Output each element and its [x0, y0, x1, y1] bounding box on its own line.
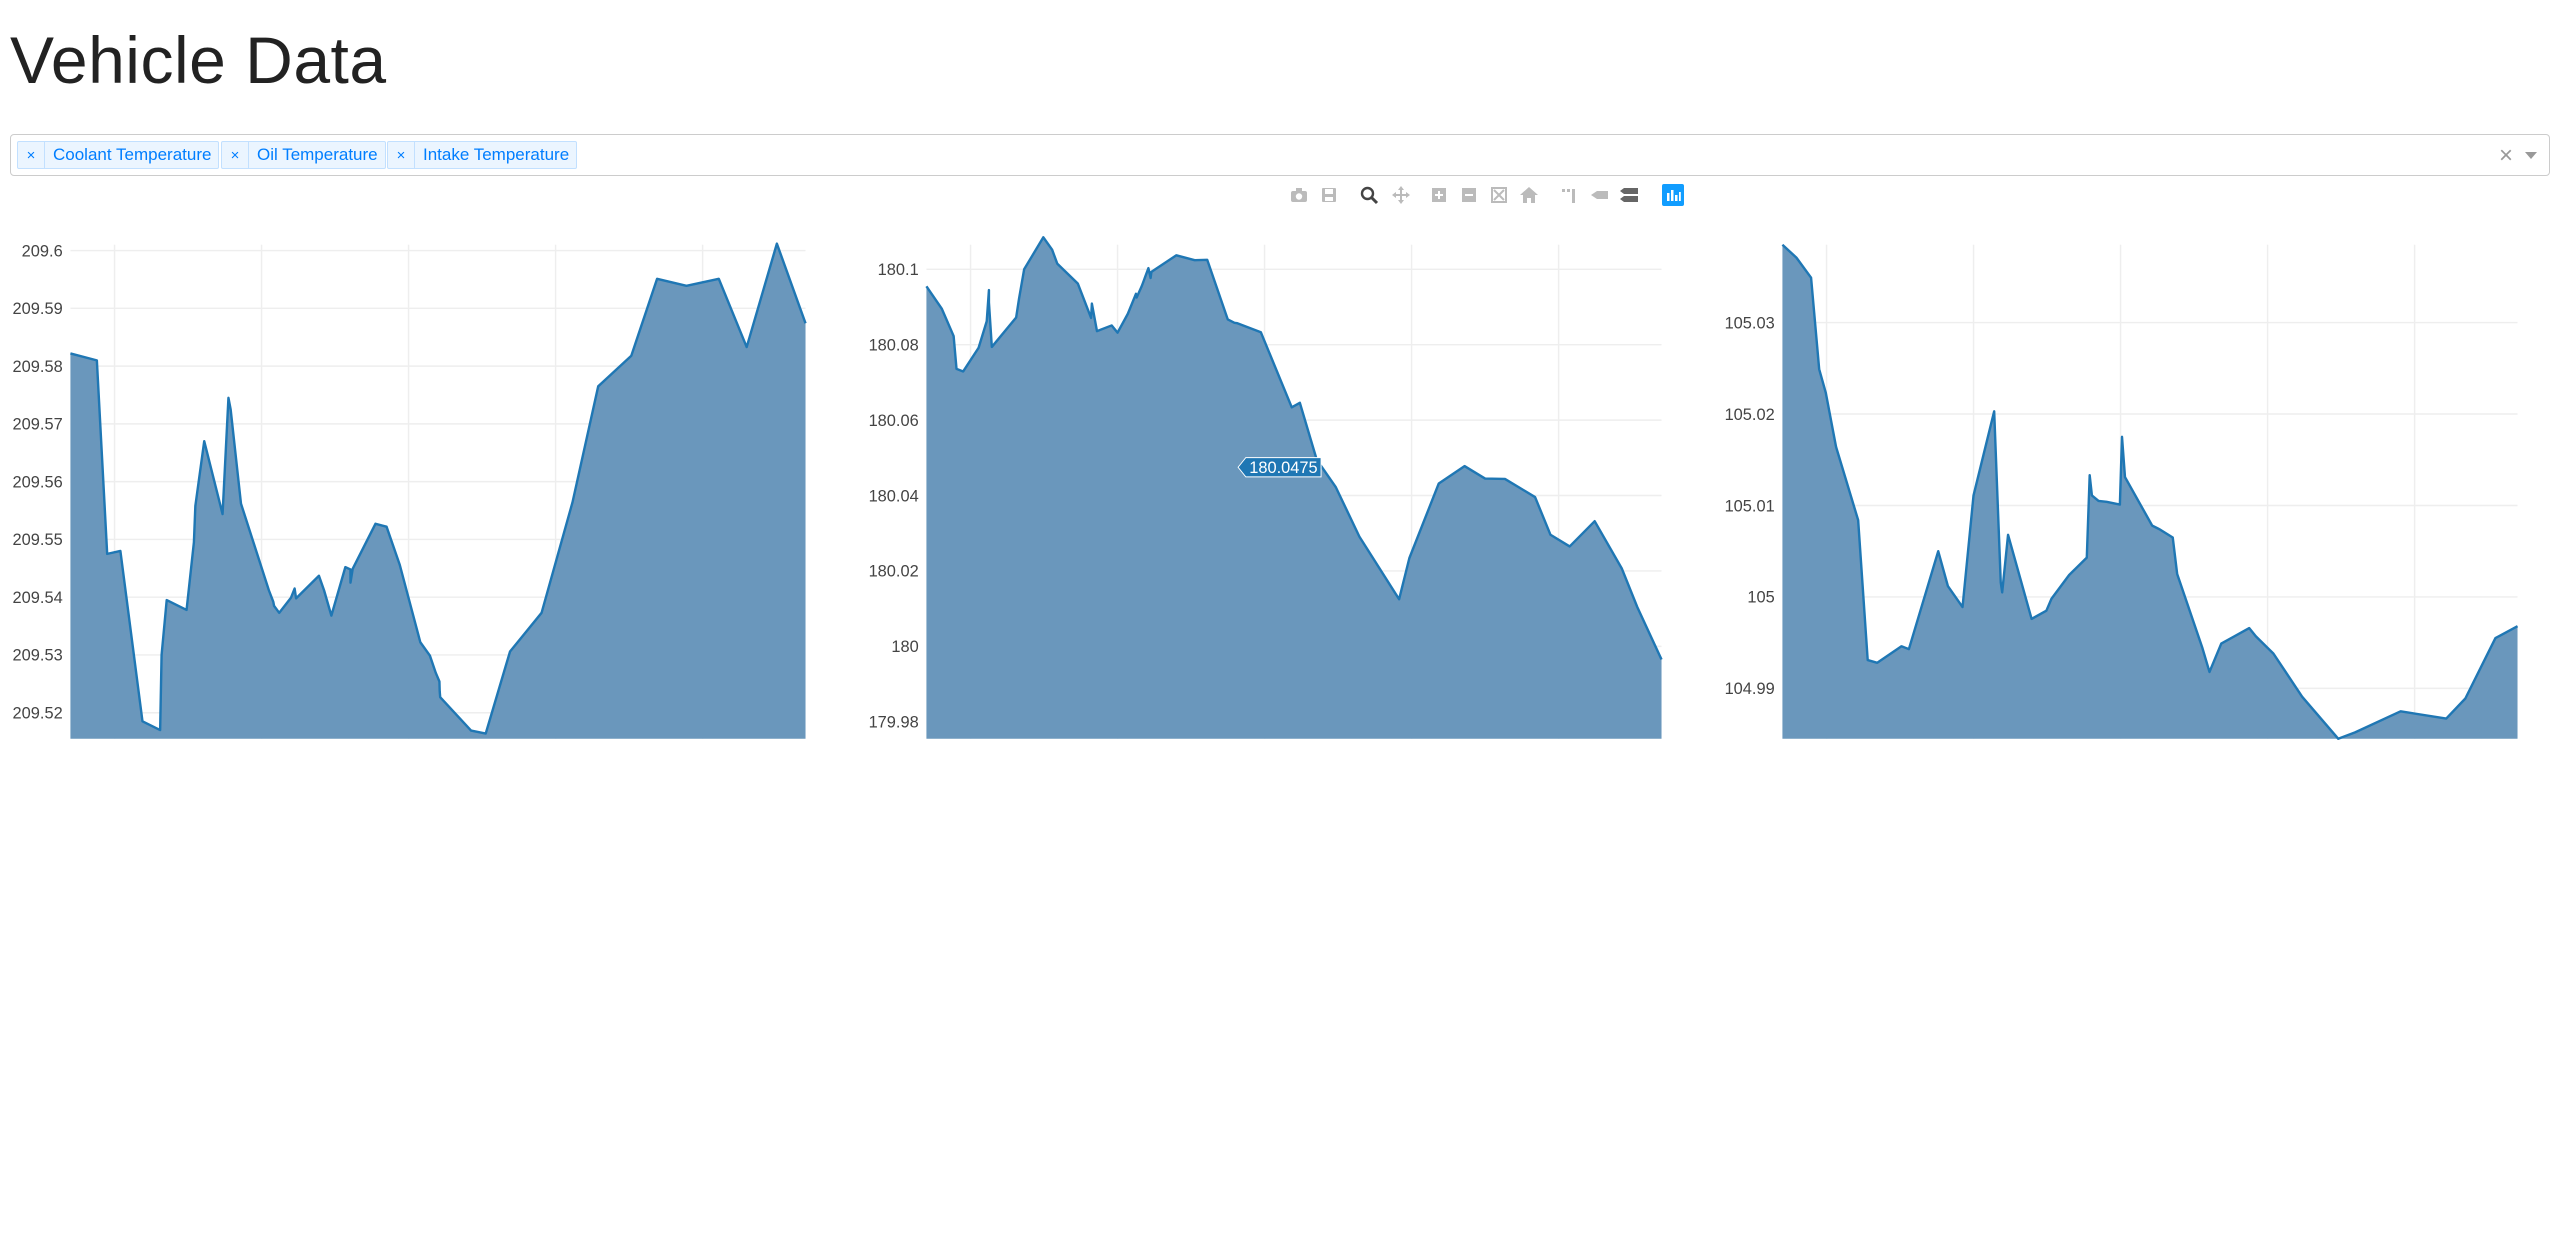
spike-lines-icon[interactable] — [1556, 182, 1582, 208]
y-tick-label: 105.03 — [1725, 314, 1775, 332]
y-tick-label: 180.06 — [869, 412, 919, 430]
y-tick-label: 209.56 — [13, 473, 63, 491]
remove-tag-coolant-button[interactable]: × — [18, 142, 45, 168]
selected-tag-coolant: × Coolant Temperature — [17, 141, 220, 169]
home-icon[interactable] — [1516, 182, 1542, 208]
y-tick-label: 180.04 — [869, 487, 919, 505]
series-line — [1781, 243, 2519, 740]
pan-icon[interactable] — [1388, 182, 1414, 208]
zoom-icon[interactable] — [1356, 182, 1382, 208]
camera-icon[interactable] — [1286, 182, 1312, 208]
hover-closest-icon[interactable] — [1586, 182, 1612, 208]
remove-tag-intake-button[interactable]: × — [388, 142, 415, 168]
remove-tag-oil-button[interactable]: × — [222, 142, 249, 168]
y-tick-label: 209.58 — [13, 358, 63, 376]
selected-tag-intake: × Intake Temperature — [387, 141, 578, 169]
plotly-logo-icon[interactable] — [1660, 182, 1686, 208]
intake-temperature-chart[interactable]: 104.99 105 105.01 105.02 105.03 — [1712, 210, 2532, 760]
oil-temperature-chart[interactable]: 179.98 180 180.02 180.04 180.06 180.08 180.1 18… — [856, 210, 1676, 760]
tag-label: Intake Temperature — [423, 145, 570, 164]
series-line — [925, 236, 1663, 661]
y-tick-label: 209.54 — [13, 589, 63, 607]
hover-tooltip: 180.0475 — [1237, 457, 1322, 478]
coolant-temperature-chart[interactable]: 209.52 209.53 209.54 209.55 209.56 209.57 209.… — [0, 210, 820, 760]
y-tick-label: 209.55 — [13, 531, 63, 549]
clear-all-icon[interactable]: × — [2498, 142, 2513, 169]
oil-temperature-plot[interactable]: 179.98 180 180.02 180.04 180.06 180.08 180.1 18… — [856, 210, 1676, 760]
y-tick-label: 180 — [891, 638, 918, 656]
page-title: Vehicle Data — [10, 23, 387, 97]
zoom-out-icon[interactable] — [1456, 182, 1482, 208]
sensor-multiselect[interactable]: × Coolant Temperature × Oil Temperature … — [10, 134, 2550, 176]
y-tick-label: 209.52 — [13, 705, 63, 723]
area-fill — [926, 237, 1662, 739]
area-fill — [70, 243, 806, 739]
hover-value: 180.0475 — [1249, 459, 1317, 477]
y-tick-label: 180.02 — [869, 563, 919, 581]
dropdown-arrow-icon[interactable] — [2525, 152, 2537, 159]
y-tick-label: 179.98 — [869, 714, 919, 732]
y-tick-label: 105.01 — [1725, 497, 1775, 515]
tag-label: Coolant Temperature — [53, 145, 212, 164]
y-tick-label: 180.08 — [869, 336, 919, 354]
autoscale-icon[interactable] — [1486, 182, 1512, 208]
y-tick-label: 105.02 — [1725, 406, 1775, 424]
save-icon[interactable] — [1316, 182, 1342, 208]
y-tick-label: 104.99 — [1725, 680, 1775, 698]
y-tick-label: 209.59 — [13, 300, 63, 318]
y-tick-label: 105 — [1747, 589, 1774, 607]
zoom-in-icon[interactable] — [1426, 182, 1452, 208]
y-tick-label: 209.53 — [13, 647, 63, 665]
intake-temperature-plot[interactable]: 104.99 105 105.01 105.02 105.03 — [1712, 210, 2532, 760]
area-fill — [1782, 244, 2518, 739]
plot-modebar — [0, 180, 2552, 212]
hover-compare-icon[interactable] — [1616, 182, 1642, 208]
tag-label: Oil Temperature — [257, 145, 378, 164]
y-tick-label: 180.1 — [878, 261, 919, 279]
series-line — [70, 242, 807, 735]
coolant-temperature-plot[interactable]: 209.52 209.53 209.54 209.55 209.56 209.57 209.… — [0, 210, 820, 760]
y-tick-label: 209.6 — [22, 242, 63, 260]
hover-box — [1237, 457, 1322, 478]
selected-tag-oil: × Oil Temperature — [221, 141, 386, 169]
y-tick-label: 209.57 — [13, 416, 63, 434]
